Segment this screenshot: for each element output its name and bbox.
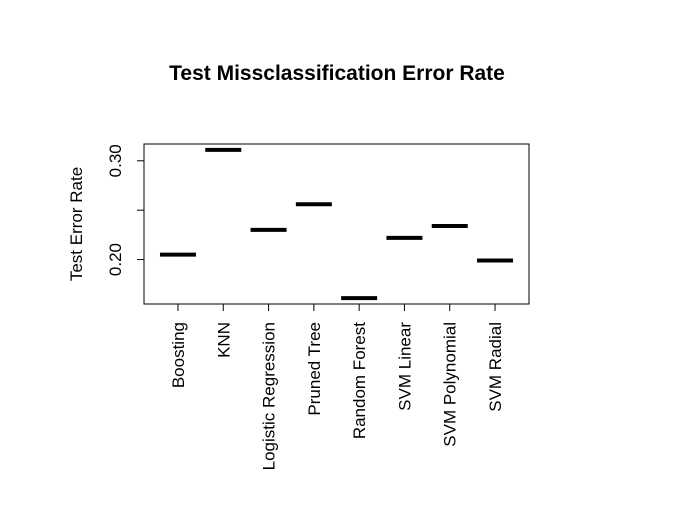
x-axis: Boosting KNN Logistic Regression Pruned Tre… (169, 303, 505, 470)
y-tick-label: 0.30 (106, 144, 125, 177)
data-marks (159, 147, 514, 301)
x-tick-label: SVM Polynomial (441, 322, 460, 447)
y-tick-label: 0.20 (106, 243, 125, 276)
x-tick-label: SVM Radial (486, 322, 505, 412)
x-tick-label: Logistic Regression (260, 322, 279, 470)
x-tick-label: Boosting (169, 322, 188, 388)
y-axis-label: Test Error Rate (67, 167, 86, 281)
plot-frame (143, 143, 530, 305)
x-tick-label: Random Forest (350, 322, 369, 439)
chart-title: Test Missclassification Error Rate (169, 62, 505, 85)
x-tick-label: Pruned Tree (305, 322, 324, 416)
x-tick-label: SVM Linear (395, 322, 414, 411)
y-axis: 0.20 0.30 (106, 144, 145, 276)
x-tick-label: KNN (214, 322, 233, 358)
